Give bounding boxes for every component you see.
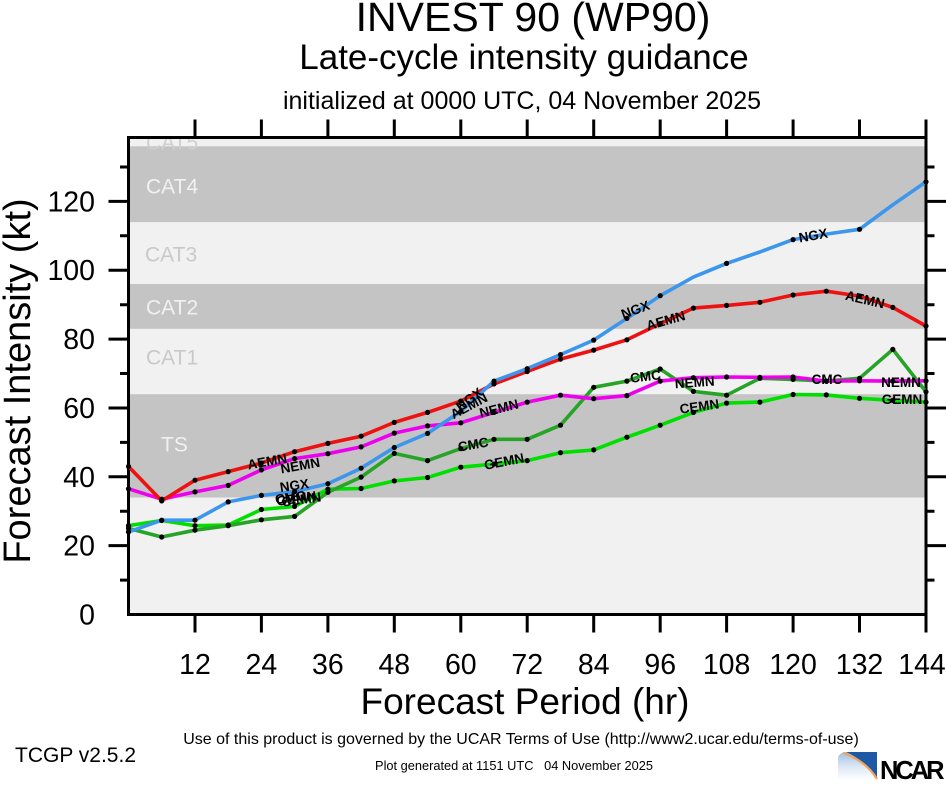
svg-text:CAT5: CAT5 (146, 132, 198, 155)
svg-text:12: 12 (179, 649, 211, 681)
svg-text:24: 24 (246, 649, 278, 681)
svg-text:NGX: NGX (798, 226, 829, 246)
svg-text:TCGP v2.5.2: TCGP v2.5.2 (15, 744, 136, 767)
svg-text:60: 60 (445, 649, 477, 681)
svg-text:72: 72 (511, 649, 543, 681)
svg-text:NEMN: NEMN (279, 455, 321, 477)
svg-text:Forecast Period (hr): Forecast Period (hr) (361, 681, 690, 722)
svg-text:NGX: NGX (279, 476, 310, 495)
svg-text:NEMN: NEMN (881, 375, 921, 390)
svg-text:Use of this product is governe: Use of this product is governed by the U… (183, 731, 859, 748)
svg-text:CEMN: CEMN (281, 489, 322, 509)
svg-text:CMC: CMC (457, 434, 490, 454)
svg-text:CMC: CMC (812, 372, 843, 387)
svg-text:20: 20 (63, 531, 95, 563)
svg-text:80: 80 (63, 324, 95, 356)
svg-text:initialized at 0000 UTC, 04 No: initialized at 0000 UTC, 04 November 202… (283, 87, 761, 115)
svg-text:AEMN: AEMN (246, 451, 288, 473)
svg-text:84: 84 (578, 649, 610, 681)
svg-text:CAT1: CAT1 (146, 347, 198, 370)
svg-text:144: 144 (898, 649, 946, 681)
svg-text:GEMN: GEMN (275, 488, 317, 508)
svg-text:CMC: CMC (629, 367, 662, 386)
svg-text:INVEST 90 (WP90): INVEST 90 (WP90) (356, 0, 711, 40)
svg-text:132: 132 (836, 649, 884, 681)
svg-text:100: 100 (47, 255, 95, 287)
svg-text:CAT4: CAT4 (146, 176, 198, 199)
svg-text:96: 96 (644, 649, 676, 681)
svg-text:NCAR: NCAR (880, 757, 945, 780)
svg-text:108: 108 (703, 649, 751, 681)
svg-text:CEMN: CEMN (679, 396, 720, 416)
svg-text:120: 120 (769, 649, 817, 681)
svg-text:Forecast Intensity (kt): Forecast Intensity (kt) (0, 198, 39, 563)
svg-text:NEMN: NEMN (674, 374, 715, 392)
svg-text:120: 120 (47, 186, 95, 218)
svg-text:48: 48 (378, 649, 410, 681)
svg-text:60: 60 (63, 393, 95, 425)
svg-text:Plot generated at 1151 UTC 0: Plot generated at 1151 UTC 04 November 2… (375, 758, 653, 773)
svg-text:CAT3: CAT3 (145, 244, 197, 267)
svg-text:36: 36 (312, 649, 344, 681)
svg-text:GEMN: GEMN (882, 392, 923, 407)
svg-text:CMC: CMC (274, 488, 307, 507)
svg-text:0: 0 (79, 600, 95, 632)
svg-text:CAT2: CAT2 (146, 297, 198, 320)
svg-text:Late-cycle intensity guidance: Late-cycle intensity guidance (299, 38, 748, 77)
svg-text:40: 40 (63, 462, 95, 494)
svg-text:TS: TS (161, 434, 188, 457)
